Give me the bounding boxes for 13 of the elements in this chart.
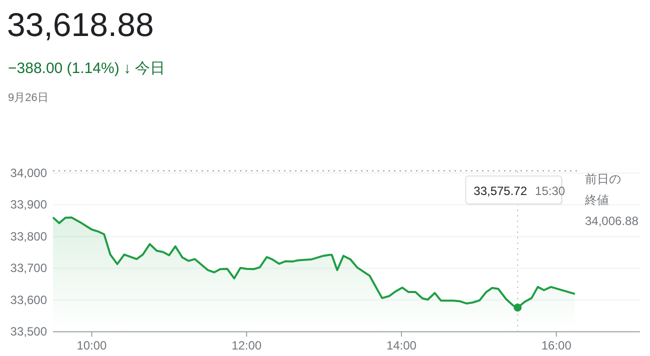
y-tick-label: 33,600 [10, 292, 48, 307]
y-tick-label: 33,900 [10, 198, 48, 212]
y-tick-label: 33,700 [10, 261, 48, 276]
x-tick-label: 16:00 [541, 338, 572, 353]
title: 33,618.88 [7, 6, 154, 43]
y-tick-label: 34,000 [10, 166, 48, 180]
x-tick-label: 12:00 [232, 338, 262, 353]
y-tick-label: 33,800 [10, 229, 48, 244]
subtitle: −388.00 (1.14%) ↓ 今日 [8, 60, 166, 77]
x-tick-label: 14:00 [386, 338, 417, 353]
x-tick-label: 10:00 [76, 338, 108, 353]
y-tick-label: 33,500 [10, 324, 48, 339]
annotation: 9月26日 [8, 92, 48, 104]
